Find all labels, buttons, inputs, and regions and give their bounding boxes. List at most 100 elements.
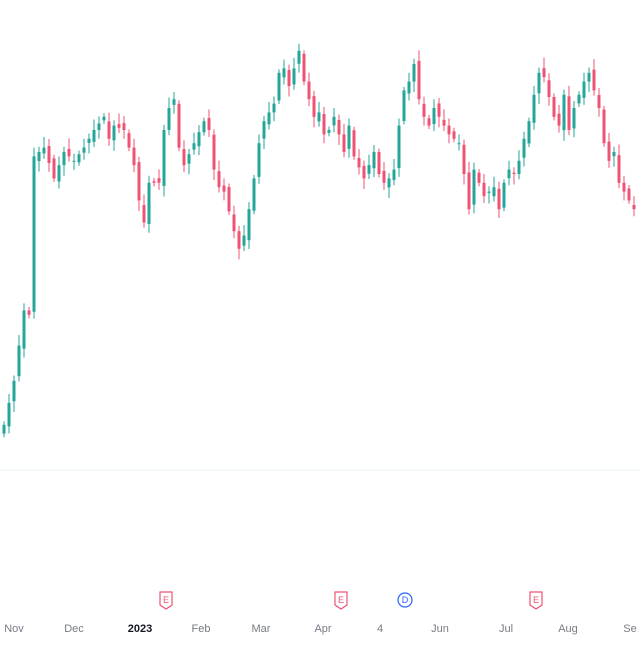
candle-body — [252, 178, 256, 211]
candle-body — [477, 172, 481, 183]
candle-body — [82, 147, 86, 153]
candle-body — [17, 345, 21, 377]
candle-body — [612, 152, 616, 157]
candle-body — [362, 165, 366, 179]
candle-body — [542, 68, 546, 78]
candle-body — [292, 68, 296, 85]
candle-body — [572, 108, 576, 129]
candle-body — [102, 116, 106, 121]
candle-body — [92, 130, 96, 142]
candle-body — [547, 80, 551, 97]
candle-body — [322, 113, 326, 135]
candle-body — [187, 154, 191, 164]
candle-body — [142, 205, 146, 223]
candle-body — [552, 97, 556, 117]
x-tick-label: Aug — [558, 623, 578, 635]
candle-body — [447, 125, 451, 135]
candle-body — [277, 72, 281, 101]
candle-body — [167, 108, 171, 130]
earnings-marker[interactable]: E — [334, 591, 348, 610]
candle-body — [592, 69, 596, 91]
candle-body — [452, 131, 456, 139]
candle-body — [267, 112, 271, 125]
candle-body — [127, 133, 131, 148]
candle-body — [282, 68, 286, 78]
earnings-marker-shape — [529, 591, 543, 610]
x-tick-label: Dec — [64, 623, 84, 635]
candle-body — [327, 130, 331, 133]
candle-body — [192, 143, 196, 150]
x-tick-label: Apr — [314, 623, 331, 635]
candle-body — [632, 205, 636, 210]
candle-body — [242, 235, 246, 246]
candle-body — [157, 178, 161, 183]
candle-body — [462, 144, 466, 174]
candle-body — [622, 182, 626, 192]
x-tick-label: 2023 — [128, 623, 152, 635]
candle-body — [287, 69, 291, 86]
candle-body — [162, 130, 166, 186]
candle-body — [62, 152, 66, 166]
candle-body — [427, 118, 431, 126]
dividend-marker-shape — [397, 592, 413, 608]
candle-body — [587, 72, 591, 82]
candle-body — [97, 123, 101, 130]
candle-body — [367, 165, 371, 174]
candle-body — [347, 125, 351, 149]
earnings-marker-label: E — [533, 595, 539, 605]
candle-body — [52, 158, 56, 179]
candle-body — [332, 116, 336, 126]
candle-body — [137, 162, 141, 201]
candle-body — [422, 103, 426, 117]
candle-body — [152, 181, 156, 183]
candle-body — [607, 141, 611, 161]
candle-body — [472, 169, 476, 205]
candle-body — [392, 169, 396, 180]
candle-body — [247, 209, 251, 241]
candle-body — [387, 178, 391, 188]
candle-body — [77, 154, 81, 163]
candle-body — [307, 81, 311, 100]
candle-body — [202, 121, 206, 133]
candle-body — [182, 149, 186, 166]
dividend-marker[interactable]: D — [397, 592, 413, 608]
x-tick-label: Jul — [499, 623, 513, 635]
earnings-marker[interactable]: E — [159, 591, 173, 610]
candle-body — [147, 182, 151, 224]
candle-body — [2, 424, 6, 434]
candle-body — [32, 156, 36, 312]
candle-body — [567, 96, 571, 130]
candle-body — [352, 130, 356, 157]
candle-body — [557, 113, 561, 126]
candle-body — [197, 132, 201, 147]
candle-body — [112, 125, 116, 141]
candle-body — [312, 96, 316, 117]
candle-body — [342, 134, 346, 152]
candle-body — [27, 310, 31, 315]
candle-body — [492, 187, 496, 197]
candle-body — [377, 152, 381, 174]
x-axis: Nov Dec 2023 Feb Mar Apr 4 Jun Jul Aug Se — [4, 623, 637, 635]
candle-body — [517, 160, 521, 174]
candle-body — [417, 60, 421, 100]
candle-body — [467, 172, 471, 210]
candle-body — [602, 109, 606, 144]
candle-body — [227, 186, 231, 212]
candle-body — [297, 50, 301, 64]
candle-body — [237, 231, 241, 249]
earnings-marker[interactable]: E — [529, 591, 543, 610]
candle-body — [442, 119, 446, 126]
candle-body — [532, 94, 536, 123]
candle-body — [402, 90, 406, 121]
x-tick-label: Nov — [4, 623, 24, 635]
candle-body — [412, 64, 416, 82]
candle-body — [67, 148, 71, 157]
candle-body — [617, 155, 621, 183]
candle-body — [217, 171, 221, 188]
candle-body — [12, 380, 16, 402]
candle-body — [337, 119, 341, 135]
candle-body — [522, 138, 526, 158]
candle-body — [437, 103, 441, 117]
candle-body — [7, 402, 11, 427]
